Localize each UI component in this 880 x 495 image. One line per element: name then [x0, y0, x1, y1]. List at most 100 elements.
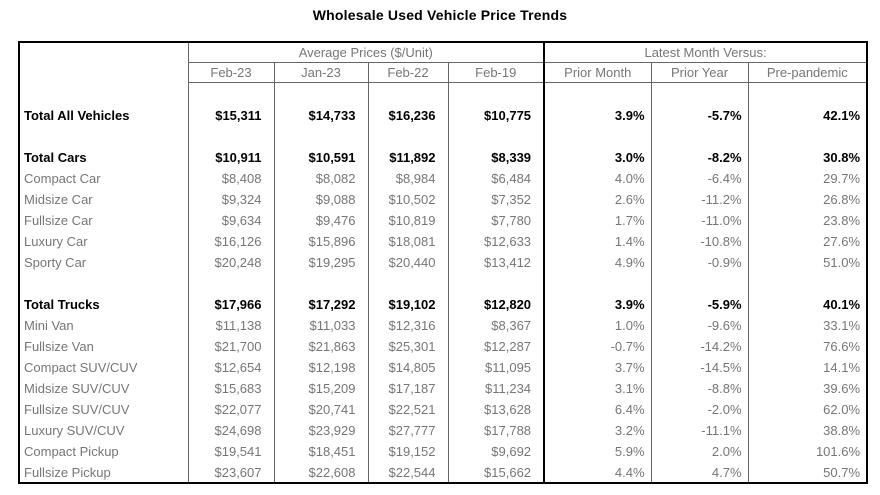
table-row: Total All Vehicles $15,311 $14,733 $16,236 $… — [19, 105, 867, 126]
row-label: Luxury SUV/CUV — [19, 420, 189, 441]
table-row: Fullsize Pickup $23,607 $22,608 $22,544 $15,… — [19, 462, 867, 483]
pct-cell: 50.7% — [823, 464, 861, 480]
price-cell — [448, 273, 546, 294]
table-row: Luxury SUV/CUV $24,698 $23,929 $27,777 $17,7… — [19, 420, 867, 441]
price-cell — [188, 82, 275, 105]
vehicle-price-table: Average Prices ($/Unit) Latest Month Ver… — [18, 41, 869, 484]
pct-cell: 29.7% — [823, 171, 861, 186]
price-cell: $17,966 — [188, 294, 275, 315]
pct-cell: 3.2% — [544, 420, 652, 441]
pct-cell: 3.9% — [544, 294, 652, 315]
price-cell: $19,295 — [274, 252, 369, 273]
pct-cell: 1.0% — [544, 315, 652, 336]
pct-cell: 23.8% — [823, 213, 861, 228]
price-cell: $12,654 — [188, 357, 275, 378]
page-title: Wholesale Used Vehicle Price Trends — [312, 7, 568, 23]
spacer-row — [19, 126, 867, 147]
price-cell: $12,633 — [448, 231, 546, 252]
price-cell: $10,911 — [188, 147, 275, 168]
price-cell: $11,892 — [368, 147, 449, 168]
pct-cell: 27.6% — [823, 234, 861, 249]
price-cell: $17,788 — [448, 420, 546, 441]
price-cell: $18,451 — [274, 441, 369, 462]
row-label: Sporty Car — [19, 252, 189, 273]
pct-cell: 101.6% — [815, 444, 861, 459]
pct-cell: 3.9% — [544, 105, 652, 126]
col-header-prior-year: Prior Year — [651, 62, 749, 83]
price-cell — [188, 273, 275, 294]
row-label: Fullsize Car — [19, 210, 189, 231]
price-cell: $14,733 — [274, 105, 369, 126]
price-cell: $20,248 — [188, 252, 275, 273]
price-cell: $20,741 — [274, 399, 369, 420]
pct-cell: -14.5% — [651, 357, 749, 378]
price-cell — [274, 273, 369, 294]
pct-cell: 5.9% — [544, 441, 652, 462]
price-cell: $8,367 — [448, 315, 546, 336]
latest-month-group-header: Latest Month Versus: — [544, 42, 868, 63]
col-header-pre-pandemic: Pre-pandemic — [748, 62, 868, 83]
price-cell: $24,698 — [188, 420, 275, 441]
pct-cell: -2.0% — [651, 399, 749, 420]
row-label: Compact Pickup — [19, 441, 189, 462]
price-cell: $7,352 — [448, 189, 546, 210]
pct-cell — [651, 126, 749, 147]
price-cell: $15,209 — [274, 378, 369, 399]
price-cell: $27,777 — [368, 420, 449, 441]
row-label — [19, 273, 189, 294]
pct-cell: -9.6% — [651, 315, 749, 336]
price-cell: $16,236 — [368, 105, 449, 126]
pct-cell — [651, 273, 749, 294]
table-row: Compact SUV/CUV $12,654 $12,198 $14,805 $11,… — [19, 357, 867, 378]
table-row: Compact Pickup $19,541 $18,451 $19,152 $9,69… — [19, 441, 867, 462]
price-cell: $9,476 — [274, 210, 369, 231]
price-cell: $8,408 — [188, 168, 275, 189]
table-body: Total All Vehicles $15,311 $14,733 $16,236 $… — [19, 82, 867, 483]
pct-cell: 6.4% — [544, 399, 652, 420]
price-cell: $21,863 — [274, 336, 369, 357]
table-row: Luxury Car $16,126 $15,896 $18,081 $12,633 1.… — [19, 231, 867, 252]
table-row: Fullsize Car $9,634 $9,476 $10,819 $7,780 1.7… — [19, 210, 867, 231]
price-cell: $13,628 — [448, 399, 546, 420]
pct-cell: 4.4% — [544, 462, 652, 483]
col-header-feb23: Feb-23 — [188, 62, 275, 83]
price-cell: $16,126 — [188, 231, 275, 252]
row-label: Total Trucks — [19, 294, 189, 315]
price-cell: $12,316 — [368, 315, 449, 336]
col-header-jan23: Jan-23 — [274, 62, 369, 83]
pct-cell: 42.1% — [823, 108, 861, 123]
price-cell — [274, 82, 369, 105]
pct-cell: 30.8% — [823, 150, 861, 165]
pct-cell: -0.9% — [651, 252, 749, 273]
pct-cell — [748, 82, 867, 105]
row-label: Compact Car — [19, 168, 189, 189]
table-row: Midsize Car $9,324 $9,088 $10,502 $7,352 2.6%… — [19, 189, 867, 210]
pct-cell: 38.8% — [823, 423, 861, 438]
spacer-row — [19, 82, 867, 105]
pct-cell: 1.4% — [544, 231, 652, 252]
price-cell: $10,775 — [448, 105, 546, 126]
price-cell — [188, 126, 275, 147]
pct-cell: 1.7% — [544, 210, 652, 231]
row-label: Midsize SUV/CUV — [19, 378, 189, 399]
price-cell: $8,339 — [448, 147, 546, 168]
price-cell: $13,412 — [448, 252, 546, 273]
pct-cell: -10.8% — [651, 231, 749, 252]
price-cell: $10,591 — [274, 147, 369, 168]
price-cell: $22,544 — [368, 462, 449, 483]
pct-cell: -11.2% — [651, 189, 749, 210]
row-label-header-cell — [19, 42, 189, 82]
pct-cell: 62.0% — [823, 402, 861, 417]
price-cell: $6,484 — [448, 168, 546, 189]
price-cell: $15,683 — [188, 378, 275, 399]
pct-cell: -11.1% — [651, 420, 749, 441]
price-cell: $15,311 — [188, 105, 275, 126]
row-label: Luxury Car — [19, 231, 189, 252]
pct-cell: 3.1% — [544, 378, 652, 399]
row-label: Compact SUV/CUV — [19, 357, 189, 378]
table-row: Mini Van $11,138 $11,033 $12,316 $8,367 1.0% -… — [19, 315, 867, 336]
pct-cell: 76.6% — [823, 339, 861, 354]
pct-cell: 4.7% — [651, 462, 749, 483]
pct-cell — [748, 273, 867, 294]
price-cell: $22,608 — [274, 462, 369, 483]
